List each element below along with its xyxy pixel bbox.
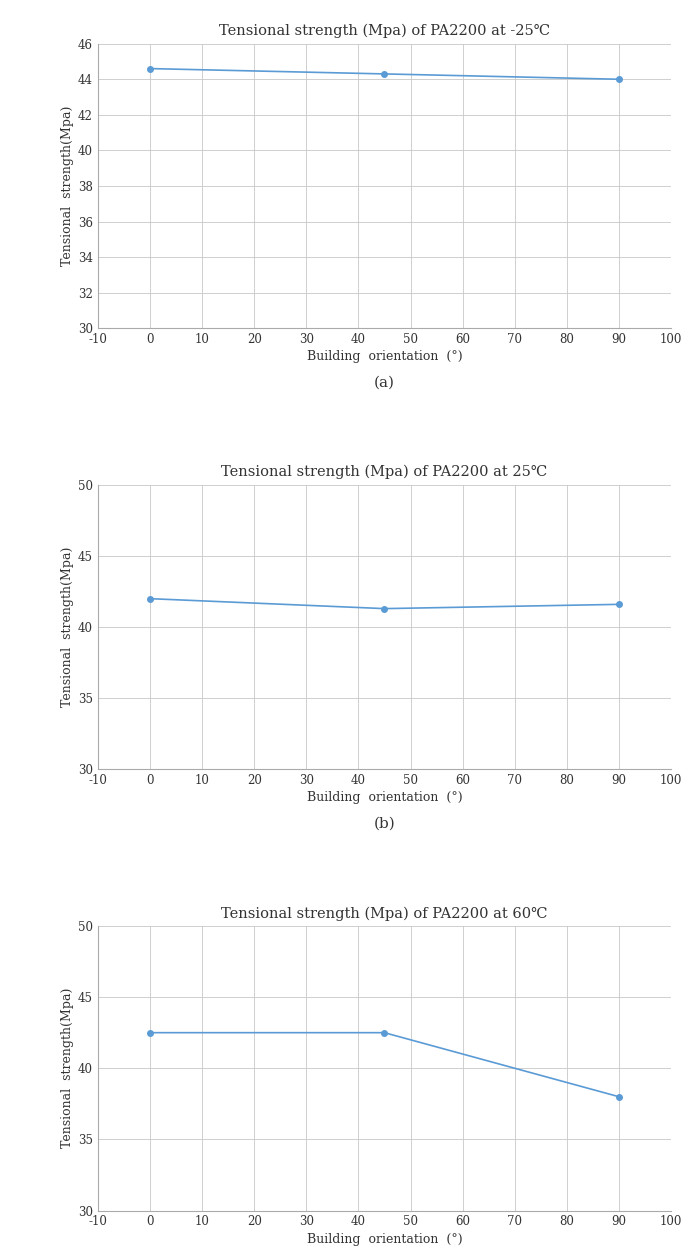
Text: (a): (a) <box>374 376 395 389</box>
Y-axis label: Tensional  strength(Mpa): Tensional strength(Mpa) <box>61 547 74 708</box>
Y-axis label: Tensional  strength(Mpa): Tensional strength(Mpa) <box>61 988 74 1148</box>
X-axis label: Building  orientation  (°): Building orientation (°) <box>307 791 462 805</box>
X-axis label: Building  orientation  (°): Building orientation (°) <box>307 1233 462 1246</box>
Y-axis label: Tensional  strength(Mpa): Tensional strength(Mpa) <box>61 106 74 266</box>
Text: (b): (b) <box>373 817 396 831</box>
Title: Tensional strength (Mpa) of PA2200 at 25℃: Tensional strength (Mpa) of PA2200 at 25… <box>222 466 547 479</box>
X-axis label: Building  orientation  (°): Building orientation (°) <box>307 351 462 363</box>
Title: Tensional strength (Mpa) of PA2200 at -25℃: Tensional strength (Mpa) of PA2200 at -2… <box>219 24 550 39</box>
Title: Tensional strength (Mpa) of PA2200 at 60℃: Tensional strength (Mpa) of PA2200 at 60… <box>221 906 548 921</box>
